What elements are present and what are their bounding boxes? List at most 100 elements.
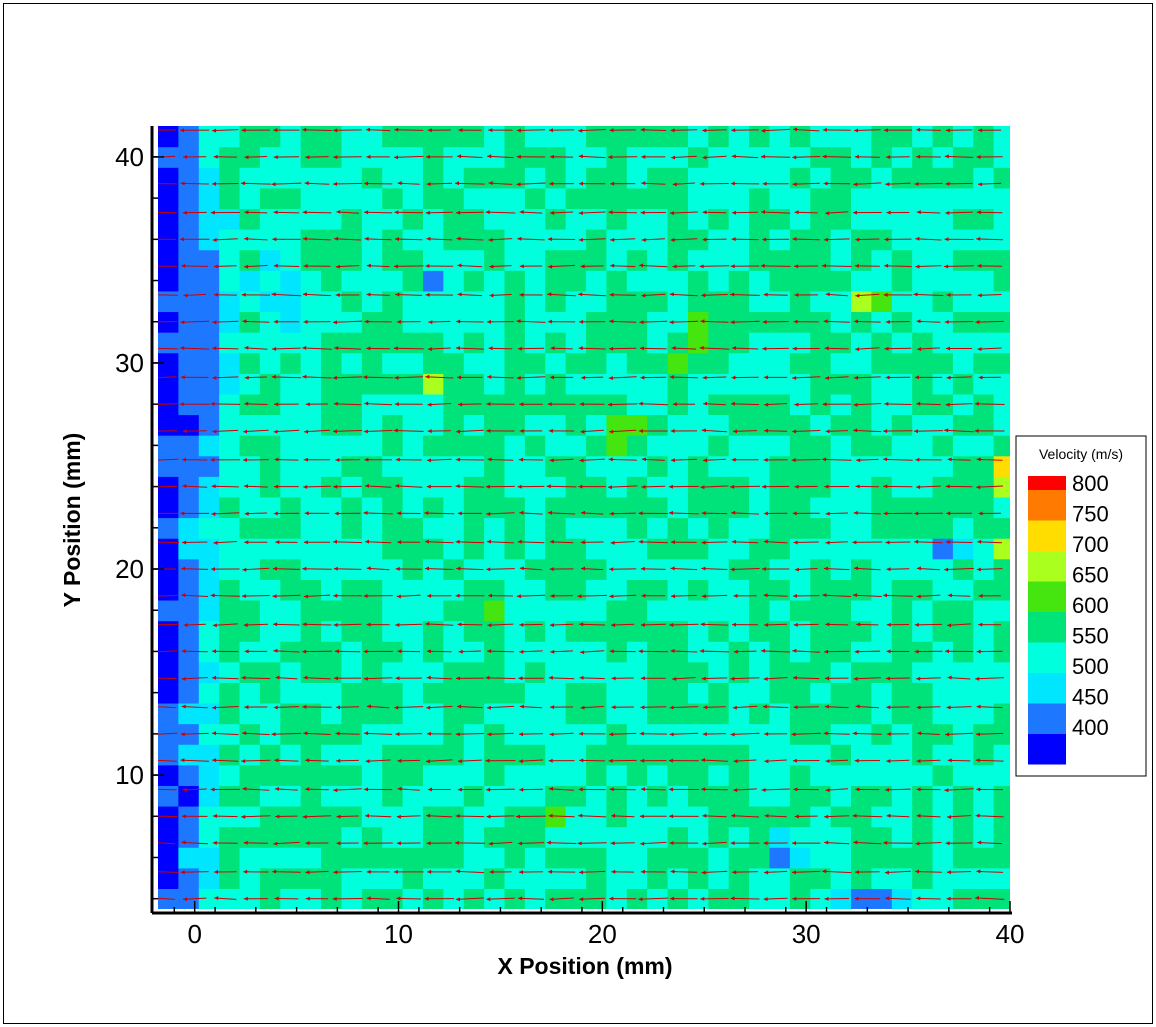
field-cell (891, 187, 913, 210)
vector-arrow (701, 511, 728, 516)
field-cell (749, 352, 771, 374)
vector-arrow (640, 375, 667, 380)
field-cell (891, 414, 913, 436)
field-cell (993, 476, 1010, 498)
field-cell (912, 208, 934, 230)
field-cell (422, 620, 444, 642)
vector-arrow (886, 155, 910, 160)
field-cell (402, 270, 424, 292)
vector-arrow (158, 842, 176, 845)
field-cell (300, 455, 322, 477)
field-cell (932, 332, 954, 354)
vector-arrow (365, 759, 391, 764)
field-cell (219, 538, 241, 560)
vector-arrow (916, 210, 941, 215)
field-cell (606, 435, 628, 457)
vector-arrow (610, 841, 635, 846)
field-cell (932, 290, 954, 313)
field-cell (687, 826, 709, 848)
field-cell (382, 270, 404, 292)
field-cell (463, 352, 485, 374)
field-cell (280, 270, 302, 292)
field-cell (932, 476, 954, 498)
vector-arrow (487, 374, 514, 379)
field-cell (443, 126, 465, 148)
field-cell (912, 558, 934, 580)
vector-arrow (243, 840, 269, 845)
vector-arrow (885, 896, 911, 901)
vector-arrow (489, 293, 512, 298)
field-cell (952, 455, 974, 477)
field-cell (932, 249, 954, 271)
field-cell (178, 270, 200, 292)
legend-label: 550 (1072, 624, 1109, 649)
field-cell (708, 496, 730, 519)
field-cell (219, 208, 241, 230)
field-cell (993, 723, 1010, 745)
field-cell (810, 558, 832, 580)
legend-swatch (1028, 581, 1066, 612)
vector-arrow (609, 429, 637, 434)
field-cell (789, 538, 811, 560)
field-cell (810, 785, 832, 807)
field-cell (239, 661, 261, 683)
vector-arrow (581, 375, 604, 380)
field-cell (952, 826, 974, 848)
field-cell (626, 476, 648, 498)
field-cell (789, 702, 811, 725)
field-cell (912, 496, 934, 519)
vector-arrow (669, 705, 699, 710)
field-cell (504, 558, 526, 580)
vector-arrow (822, 593, 852, 598)
field-cell (565, 764, 587, 786)
vector-arrow (917, 731, 940, 736)
field-cell (259, 599, 281, 622)
vector-arrow (516, 319, 546, 324)
vector-arrow (243, 896, 268, 901)
field-cell (789, 847, 811, 869)
field-cell (158, 538, 179, 560)
field-cell (647, 764, 669, 786)
field-cell (891, 826, 913, 848)
field-cell (993, 414, 1010, 436)
vector-arrow (791, 870, 821, 875)
vector-arrow (241, 594, 270, 599)
field-cell (422, 661, 444, 683)
field-cell (382, 126, 404, 148)
field-cell (871, 682, 893, 704)
field-cell (382, 558, 404, 580)
vector-arrow (244, 236, 268, 241)
vector-arrow (641, 593, 666, 598)
field-cell (708, 435, 730, 457)
field-cell (871, 373, 893, 395)
field-cell (667, 826, 689, 848)
vector-arrow (792, 511, 820, 516)
field-cell (851, 290, 872, 313)
vector-arrow (883, 457, 913, 462)
field-cell (198, 332, 220, 354)
vector-arrow (336, 209, 359, 214)
field-cell (891, 538, 913, 560)
field-cell (851, 805, 872, 828)
field-cell (484, 599, 506, 622)
field-cell (524, 867, 546, 889)
vector-arrow (763, 841, 788, 846)
field-cell (504, 723, 526, 745)
vector-arrow (212, 758, 239, 763)
vector-arrow (516, 376, 546, 380)
field-cell (382, 847, 404, 869)
field-cell (871, 888, 893, 909)
vector-arrow (305, 155, 329, 160)
vector-arrow (794, 567, 818, 572)
vector-arrow (976, 236, 1004, 241)
field-cell (219, 352, 241, 374)
field-cell (300, 826, 322, 848)
vector-arrow (977, 539, 1003, 544)
field-cell (973, 744, 995, 766)
field-cell (178, 702, 200, 725)
field-cell (830, 620, 852, 642)
field-cell (626, 414, 648, 436)
vector-arrow (518, 896, 544, 901)
field-cell (259, 146, 281, 168)
vector-arrow (730, 264, 760, 269)
